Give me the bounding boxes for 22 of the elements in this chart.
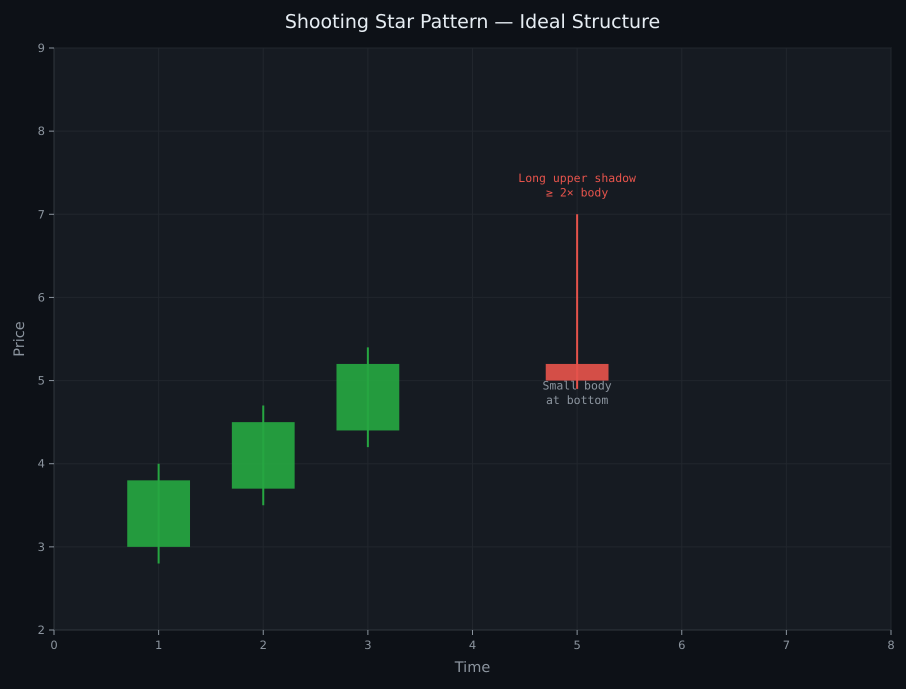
y-tick-label: 3 <box>38 540 45 554</box>
y-axis-title: Price <box>12 321 28 357</box>
x-tick-label: 3 <box>364 638 372 652</box>
x-tick-label: 7 <box>782 638 790 652</box>
annotation: Long upper shadow ≥ 2× body <box>518 170 636 200</box>
y-tick-label: 2 <box>38 623 45 638</box>
x-tick-label: 0 <box>50 638 58 652</box>
y-tick-label: 7 <box>38 207 45 222</box>
x-axis-title: Time <box>454 660 490 676</box>
y-tick-label: 9 <box>38 41 45 56</box>
x-tick-label: 4 <box>468 638 476 652</box>
y-tick-label: 8 <box>38 124 45 138</box>
x-tick-label: 1 <box>154 638 162 652</box>
y-tick-label: 6 <box>38 290 45 304</box>
x-tick-label: 5 <box>573 638 581 652</box>
x-tick-label: 6 <box>678 638 686 652</box>
annotation: Small body at bottom <box>542 378 612 408</box>
x-tick-label: 8 <box>887 638 895 652</box>
chart-title: Shooting Star Pattern — Ideal Structure <box>284 11 660 33</box>
y-tick-label: 4 <box>38 456 45 471</box>
y-tick-label: 5 <box>38 374 45 388</box>
x-tick-label: 2 <box>260 638 267 652</box>
